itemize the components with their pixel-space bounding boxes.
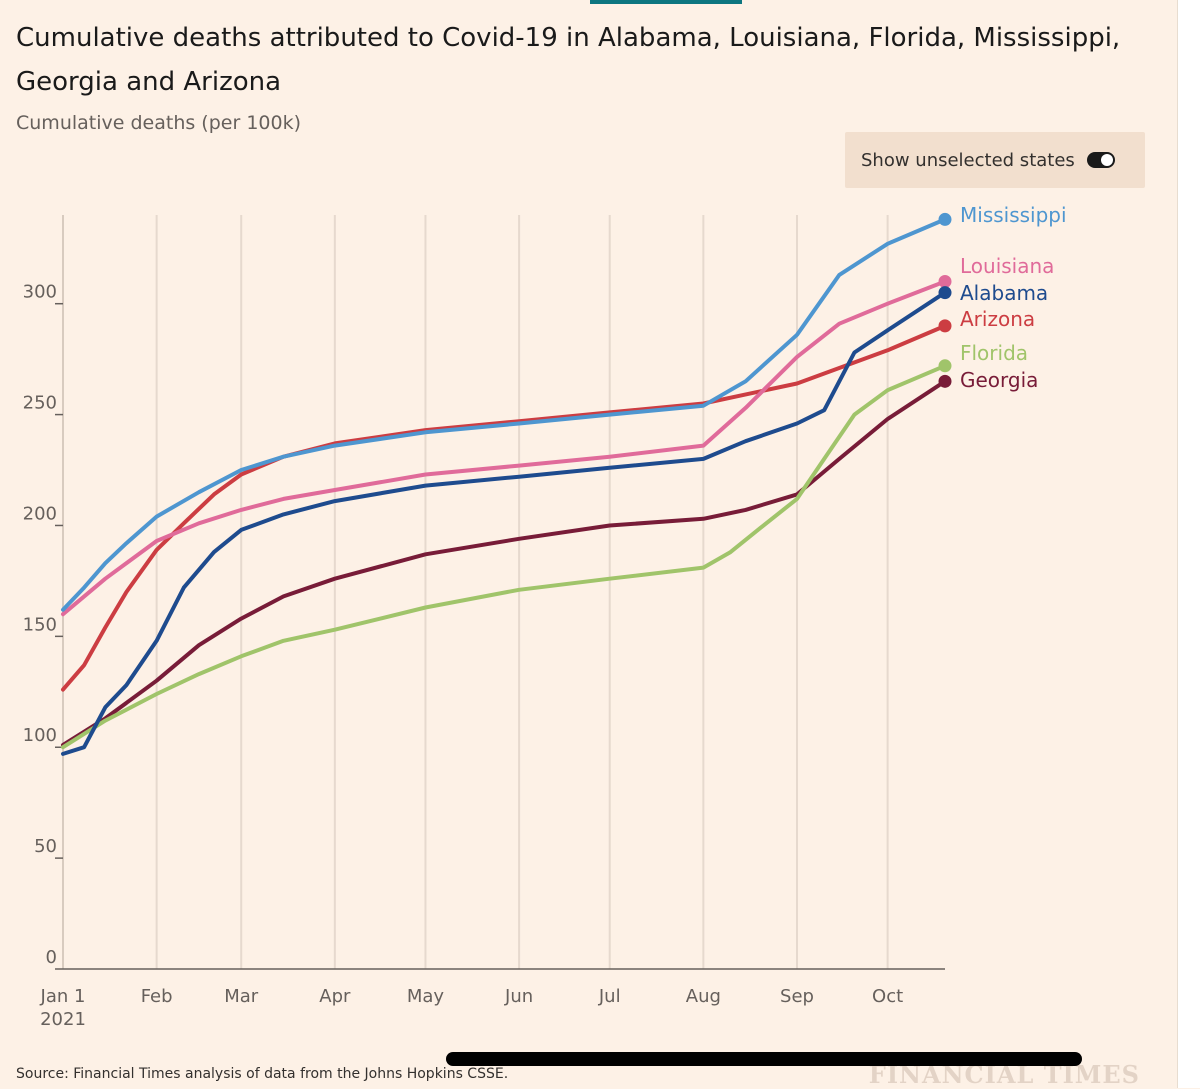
y-tick-label: 200 <box>23 503 57 524</box>
series-label-mississippi: Mississippi <box>960 203 1067 227</box>
series-line-mississippi <box>61 217 947 612</box>
top-accent-bar <box>590 0 742 4</box>
home-indicator[interactable] <box>446 1052 1082 1066</box>
series-end-dot-georgia <box>938 374 952 388</box>
y-tick-label: 100 <box>23 725 57 746</box>
chart-grid <box>62 215 889 969</box>
series-line-arizona <box>61 323 947 692</box>
series-end-dot-florida <box>938 359 952 373</box>
x-tick-label: Sep <box>780 986 814 1007</box>
x-tick-label: Oct <box>872 986 903 1007</box>
series-line-alabama <box>61 290 947 756</box>
chart-title: Cumulative deaths attributed to Covid-19… <box>16 23 1121 97</box>
toggle-switch-icon[interactable] <box>1086 152 1115 168</box>
x-tick-label: Apr <box>319 986 351 1007</box>
source-note: Source: Financial Times analysis of data… <box>16 1066 509 1082</box>
chart-lines <box>61 217 947 756</box>
x-tick-label: Jun <box>504 986 533 1007</box>
series-label-georgia: Georgia <box>960 368 1038 392</box>
series-label-louisiana: Louisiana <box>960 254 1054 278</box>
y-tick-label: 300 <box>23 282 57 303</box>
show-unselected-toggle[interactable]: Show unselected states <box>845 132 1145 188</box>
y-tick-label: 0 <box>46 947 57 968</box>
chart-subtitle: Cumulative deaths (per 100k) <box>16 112 301 134</box>
x-tick-sublabel: 2021 <box>40 1009 86 1030</box>
series-line-florida <box>61 363 947 750</box>
y-axis: 0 50 100 150 200 250 300 <box>23 282 63 970</box>
series-line-louisiana <box>61 279 947 617</box>
series-label-alabama: Alabama <box>960 281 1048 305</box>
y-tick-label: 50 <box>34 836 57 857</box>
series-label-florida: Florida <box>960 341 1028 365</box>
series-end-dot-mississippi <box>938 212 952 226</box>
series-line-georgia <box>61 379 947 747</box>
x-tick-label: Jan 1 <box>40 986 86 1007</box>
x-tick-label: Feb <box>141 986 173 1007</box>
y-tick-label: 150 <box>23 614 57 635</box>
series-end-dot-arizona <box>938 319 952 333</box>
x-tick-label: Aug <box>686 986 721 1007</box>
x-tick-label: Jul <box>598 986 621 1007</box>
y-tick-label: 250 <box>23 393 57 414</box>
series-label-arizona: Arizona <box>960 307 1035 331</box>
screen-edge <box>1177 0 1200 1088</box>
x-tick-label: May <box>407 986 445 1007</box>
series-end-dot-alabama <box>938 286 952 300</box>
series-end-dot-louisiana <box>938 275 952 289</box>
toggle-label: Show unselected states <box>861 149 1075 171</box>
x-tick-label: Mar <box>224 986 259 1007</box>
toggle-knob <box>1100 154 1113 166</box>
